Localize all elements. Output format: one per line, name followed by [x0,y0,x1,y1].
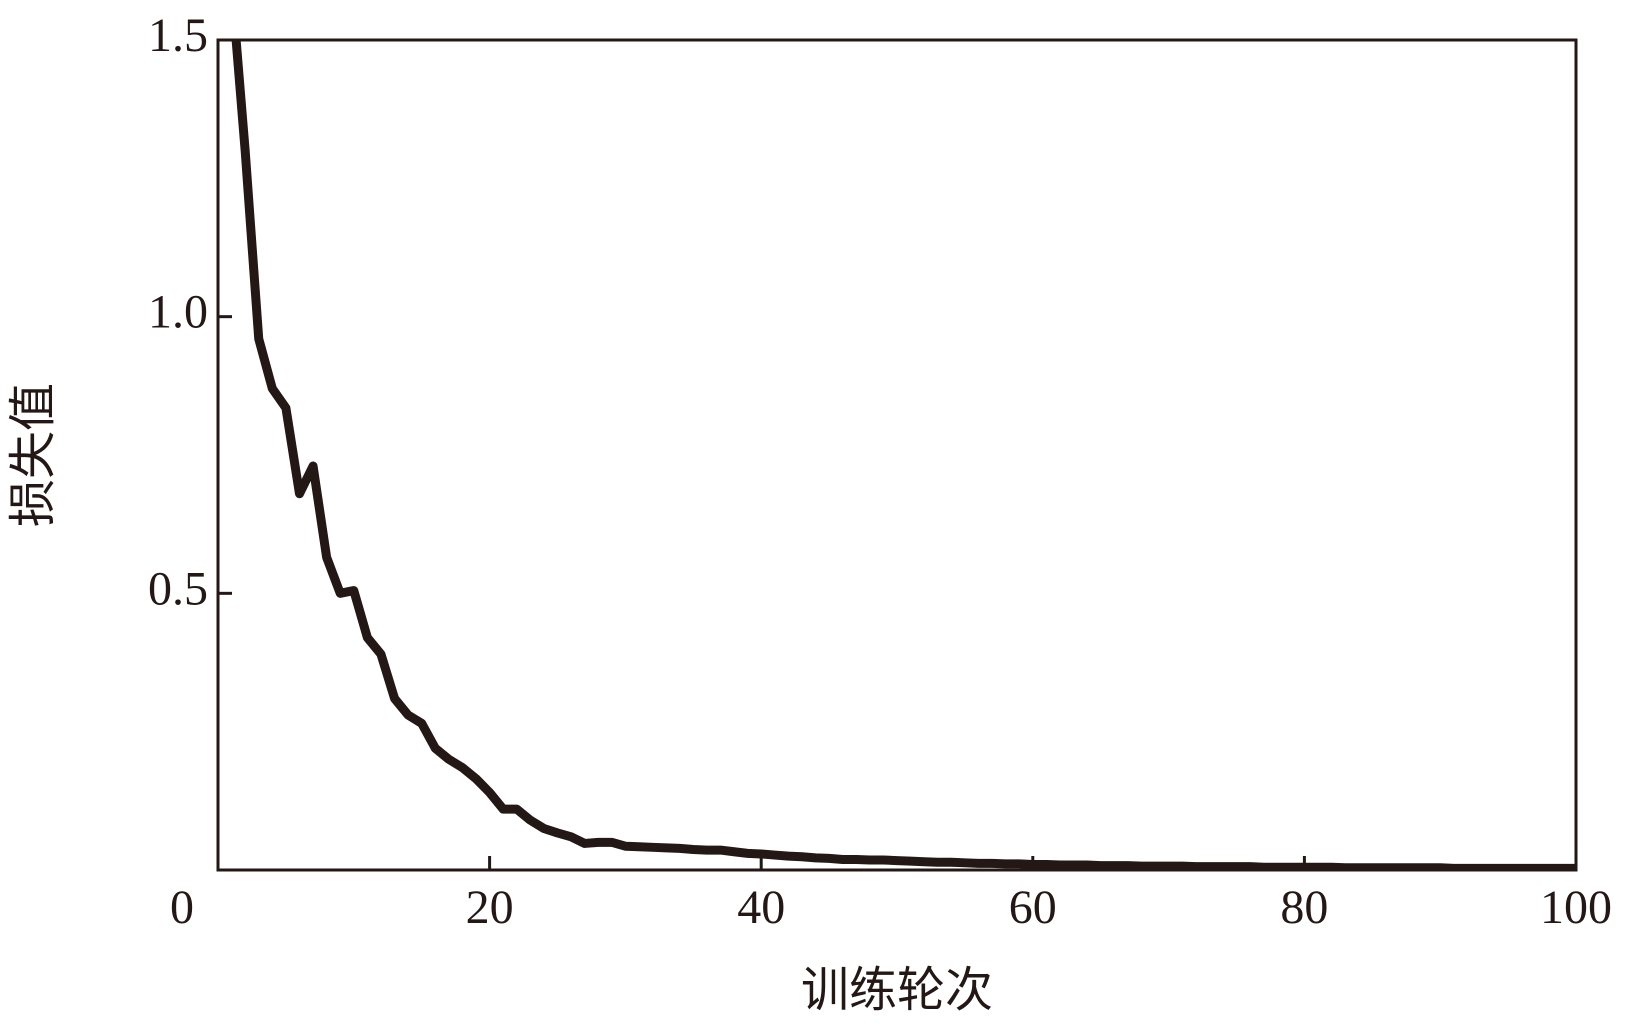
loss-line [231,40,1576,870]
x-axis-title: 训练轮次 [801,964,993,1017]
x-tick-label: 0 [170,881,194,934]
y-tick-label: 1.0 [148,286,208,339]
x-tick-label: 100 [1540,881,1612,934]
y-axis-title: 损失值 [7,383,60,527]
y-tick-label: 0.5 [148,562,208,615]
x-tick-label: 80 [1280,881,1328,934]
y-tick-label: 1.5 [148,9,208,62]
x-tick-label: 40 [737,881,785,934]
x-tick-label: 20 [466,881,514,934]
x-tick-label: 60 [1009,881,1057,934]
plot-frame [216,38,1578,872]
